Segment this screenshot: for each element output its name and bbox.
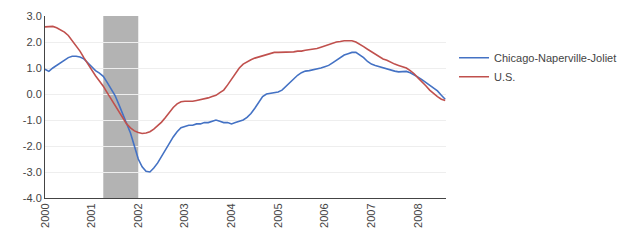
svg-text:2007: 2007 — [365, 203, 377, 227]
svg-text:-2.0: -2.0 — [23, 140, 42, 152]
svg-text:2000: 2000 — [39, 203, 51, 227]
svg-text:1.0: 1.0 — [27, 62, 42, 74]
svg-text:-3.0: -3.0 — [23, 166, 42, 178]
svg-text:0.0: 0.0 — [27, 88, 42, 100]
svg-text:-1.0: -1.0 — [23, 114, 42, 126]
svg-text:2008: 2008 — [412, 203, 424, 227]
svg-text:Chicago-Naperville-Joliet: Chicago-Naperville-Joliet — [494, 52, 616, 64]
svg-text:3.0: 3.0 — [27, 10, 42, 22]
svg-text:2002: 2002 — [132, 203, 144, 227]
svg-text:2005: 2005 — [272, 203, 284, 227]
svg-text:2001: 2001 — [85, 203, 97, 227]
svg-text:-4.0: -4.0 — [23, 192, 42, 204]
svg-text:2.0: 2.0 — [27, 36, 42, 48]
svg-text:2006: 2006 — [318, 203, 330, 227]
svg-text:2004: 2004 — [225, 203, 237, 227]
svg-text:U.S.: U.S. — [494, 71, 515, 83]
svg-text:2003: 2003 — [178, 203, 190, 227]
